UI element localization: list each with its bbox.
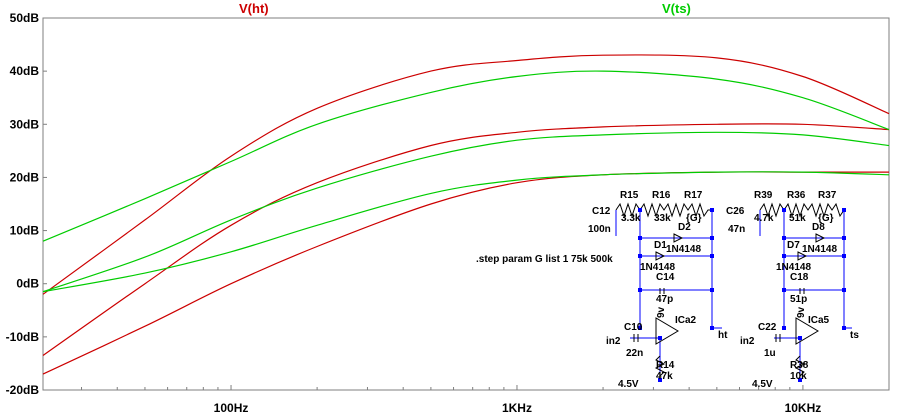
y-tick-label: 0dB (16, 277, 39, 291)
svg-text:C26: C26 (726, 206, 745, 217)
svg-text:in2: in2 (606, 336, 621, 347)
svg-text:47n: 47n (728, 224, 745, 235)
svg-text:1N4148: 1N4148 (640, 262, 675, 273)
svg-text:R38: R38 (790, 360, 809, 371)
x-tick-label: 10KHz (785, 401, 822, 415)
svg-text:33k: 33k (654, 213, 671, 224)
y-tick-label: 20dB (10, 170, 40, 184)
schematic-right-stage: R39 4.7k R36 51k R37 {G} C26 47n D8 D7 1… (726, 190, 859, 390)
svg-text:4.5V: 4.5V (618, 379, 639, 390)
legend-v-ht: V(ht) (239, 1, 269, 16)
svg-text:{G}: {G} (818, 213, 834, 224)
svg-text:ht: ht (718, 330, 728, 341)
svg-text:D1: D1 (654, 240, 667, 251)
plot-frame (42, 17, 890, 391)
svg-text:100n: 100n (588, 224, 611, 235)
svg-text:C14: C14 (656, 272, 675, 283)
svg-text:ICa2: ICa2 (675, 315, 697, 326)
svg-text:D2: D2 (678, 222, 691, 233)
svg-text:4.7k: 4.7k (754, 213, 774, 224)
y-tick-label: 10dB (10, 224, 40, 238)
y-axis-ticks: 50dB 40dB 30dB 20dB 10dB 0dB -10dB -20dB (6, 11, 47, 397)
svg-text:{G}: {G} (686, 213, 702, 224)
x-tick-label: 1KHz (502, 401, 532, 415)
svg-text:C12: C12 (592, 206, 611, 217)
svg-text:C18: C18 (790, 272, 809, 283)
svg-text:R15: R15 (620, 190, 639, 201)
svg-text:R14: R14 (656, 360, 675, 371)
svg-text:R36: R36 (787, 190, 806, 201)
svg-text:51p: 51p (790, 294, 807, 305)
series-line-vht-75k (42, 123, 890, 356)
svg-text:4.5V: 4.5V (752, 379, 773, 390)
y-tick-label: 40dB (10, 64, 40, 78)
svg-text:47k: 47k (656, 371, 673, 382)
y-tick-label: 30dB (10, 117, 40, 131)
svg-text:1N4148: 1N4148 (666, 244, 701, 255)
x-tick-label: 100Hz (214, 401, 249, 415)
svg-text:3.3k: 3.3k (621, 213, 641, 224)
svg-text:R37: R37 (818, 190, 837, 201)
schematic-left-stage: R15 3.3k R16 33k R17 {G} C12 100n D2 D1 … (588, 190, 728, 390)
svg-text:D8: D8 (812, 222, 825, 233)
svg-text:R39: R39 (754, 190, 773, 201)
series-line-vts-1 (42, 171, 890, 293)
svg-text:ts: ts (850, 330, 859, 341)
svg-text:ICa5: ICa5 (808, 315, 830, 326)
svg-text:10k: 10k (790, 371, 807, 382)
svg-text:1N4148: 1N4148 (776, 262, 811, 273)
svg-text:C22: C22 (758, 322, 777, 333)
svg-text:51k: 51k (789, 213, 806, 224)
svg-text:C10: C10 (624, 322, 643, 333)
svg-text:47p: 47p (656, 294, 673, 305)
series-layer (42, 54, 890, 375)
svg-text:R16: R16 (652, 190, 671, 201)
step-directive: .step param G list 1 75k 500k (476, 254, 613, 265)
legend-v-ts: V(ts) (662, 1, 691, 16)
svg-text:22n: 22n (626, 348, 643, 359)
x-axis-ticks: 100Hz 1KHz 10KHz (81, 385, 890, 415)
series-line-vht-1 (42, 171, 889, 375)
svg-text:in2: in2 (740, 336, 755, 347)
series-line-vht-500k (42, 54, 890, 295)
svg-text:9v: 9v (656, 306, 667, 318)
series-line-vts-500k (42, 70, 890, 242)
svg-text:1u: 1u (764, 348, 776, 359)
svg-text:D7: D7 (787, 240, 800, 251)
y-tick-label: 50dB (10, 11, 40, 25)
svg-text:1N4148: 1N4148 (802, 244, 837, 255)
svg-text:9v: 9v (796, 306, 807, 318)
svg-text:R17: R17 (684, 190, 703, 201)
series-line-vts-75k (42, 131, 890, 293)
y-tick-label: -10dB (6, 330, 40, 344)
y-tick-label: -20dB (6, 383, 40, 397)
